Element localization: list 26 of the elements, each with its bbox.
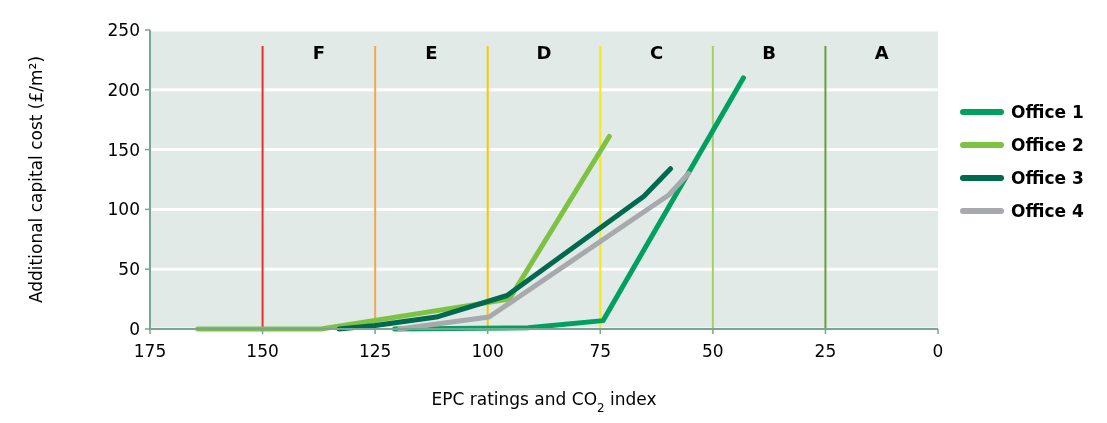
y-tick-label: 0 <box>129 318 140 339</box>
x-tick-label: 150 <box>246 341 279 361</box>
y-tick-label: 150 <box>107 139 140 160</box>
legend-label: Office 3 <box>1011 167 1084 188</box>
x-tick-label: 50 <box>702 341 724 361</box>
y-tick-label: 200 <box>107 79 140 100</box>
y-axis-title: Additional capital cost (£/m²) <box>26 55 46 304</box>
annotation: F <box>312 42 326 63</box>
legend-label: Office 1 <box>1011 101 1084 122</box>
x-tick-label: 75 <box>589 341 612 361</box>
annotation: B <box>762 42 777 63</box>
annotation: C <box>649 42 664 63</box>
x-tick-label: 125 <box>358 341 392 361</box>
x-tick-label: 0 <box>932 341 944 361</box>
x-tick-label: 25 <box>814 341 837 361</box>
x-tick-label: 100 <box>471 341 504 361</box>
y-tick-label: 250 <box>107 19 140 40</box>
x-tick-label: 175 <box>133 341 167 361</box>
x-axis-title: EPC ratings and CO$_{2}$ index <box>431 389 657 415</box>
annotation: D <box>536 42 552 63</box>
annotation: E <box>425 42 438 63</box>
y-tick-label: 50 <box>118 259 140 280</box>
y-tick-label: 100 <box>107 199 140 220</box>
annotation: A <box>874 42 889 63</box>
legend-label: Office 4 <box>1011 200 1084 221</box>
legend-label: Office 2 <box>1011 134 1084 155</box>
